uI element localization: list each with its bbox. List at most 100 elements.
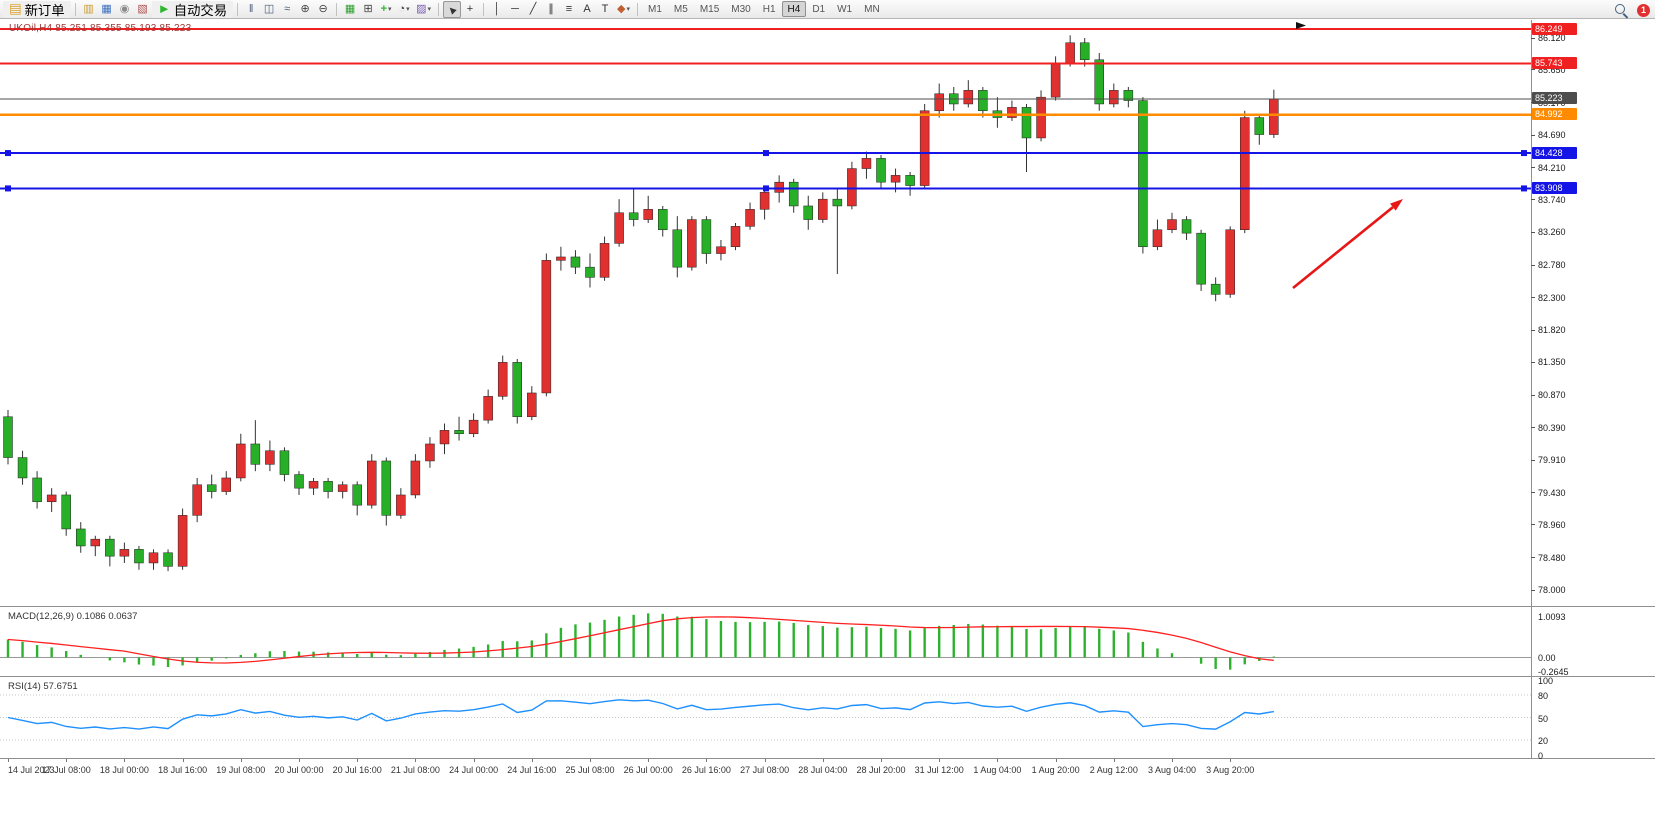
candle — [1269, 98, 1279, 135]
fibonacci-icon-glyph: ≡ — [565, 2, 573, 15]
vertical-line-icon[interactable]: │ — [488, 1, 506, 18]
candle — [716, 246, 726, 254]
candle — [1210, 283, 1221, 295]
candle — [628, 212, 639, 220]
timeframe-d1-button[interactable]: D1 — [806, 1, 831, 17]
grid-icon[interactable]: ▦ — [341, 1, 359, 18]
trendline-icon[interactable]: ╱ — [524, 1, 542, 18]
timeframe-m5-button[interactable]: M5 — [668, 1, 694, 17]
macd-panel[interactable] — [0, 607, 1532, 676]
support-line-2-handle[interactable] — [1521, 185, 1527, 192]
navigator-icon[interactable]: ▧ — [134, 1, 152, 18]
support-line-1-handle[interactable] — [5, 150, 11, 157]
price-tick: 82.780 — [1531, 260, 1566, 270]
auto-trading-button[interactable]: ► 自动交易 — [151, 0, 234, 18]
trend-arrow[interactable] — [1292, 206, 1394, 290]
crosshair-icon[interactable]: + — [461, 1, 479, 18]
zoom-out-icon[interactable]: ⊖ — [314, 1, 332, 18]
candle — [861, 158, 872, 169]
candle — [279, 450, 290, 475]
time-axis-label: 2 Aug 12:00 — [1089, 765, 1138, 775]
tick-dash — [1531, 492, 1535, 494]
price-tick: 81.820 — [1531, 325, 1566, 335]
candle — [556, 256, 566, 261]
time-axis-label: 3 Aug 20:00 — [1206, 765, 1255, 775]
support-line-2-handle[interactable] — [5, 185, 11, 192]
fibonacci-icon[interactable]: ≡ — [560, 1, 578, 18]
profiles-icon[interactable]: ▥ — [80, 1, 98, 18]
text-icon[interactable]: A — [578, 1, 596, 18]
price-axis[interactable]: 86.12085.65085.17084.69084.21083.74083.2… — [1531, 20, 1655, 761]
candle — [134, 549, 144, 564]
market-watch-icon[interactable]: ▦ — [98, 1, 116, 18]
cursor-icon[interactable]: ► — [443, 0, 462, 18]
time-axis[interactable]: 14 Jul 2023 17 Jul 08:00 18 Jul 00:00 18 Ju… — [0, 759, 1532, 781]
candle — [963, 90, 974, 105]
timeframe-mn-button[interactable]: MN — [858, 1, 886, 17]
timeframe-m15-button[interactable]: M15 — [694, 1, 725, 17]
candle — [541, 260, 552, 394]
candle — [192, 484, 202, 516]
timeframe-w1-button[interactable]: W1 — [831, 1, 858, 17]
indicators-icon[interactable]: + ▾ — [377, 1, 395, 18]
rsi-panel[interactable] — [0, 677, 1532, 758]
zoom-in-icon[interactable]: ⊕ — [296, 1, 314, 18]
text-label-icon[interactable]: T — [596, 1, 614, 18]
periods-icon[interactable]: ◔ ▾ — [395, 1, 413, 18]
price-tick: 82.300 — [1531, 293, 1566, 303]
candle — [17, 457, 28, 479]
candle — [1021, 107, 1032, 139]
resistance-line-2-price-tag: 85.743 — [1532, 57, 1577, 70]
timeframe-h1-button[interactable]: H1 — [757, 1, 782, 17]
candle — [803, 205, 813, 220]
new-order-button[interactable]: ▤ 新订单 — [3, 0, 71, 18]
time-axis-label: 3 Aug 04:00 — [1147, 765, 1197, 775]
panel-separator[interactable] — [0, 676, 1655, 677]
toolbar-separator — [637, 2, 638, 16]
candle — [425, 443, 435, 462]
macd-signal-line — [7, 616, 1274, 664]
timeframe-h4-button[interactable]: H4 — [781, 1, 807, 17]
candle — [323, 481, 333, 492]
panel-separator[interactable] — [0, 606, 1655, 607]
candle — [687, 219, 697, 268]
search-icon[interactable] — [1614, 3, 1628, 17]
tile-windows-icon[interactable]: ⊞ — [359, 1, 377, 18]
price-tick: 85.650 — [1531, 65, 1566, 75]
candle — [1254, 117, 1265, 135]
zoom-out-icon-glyph: ⊖ — [318, 2, 328, 15]
time-axis-label: 24 Jul 16:00 — [507, 765, 557, 775]
time-axis-label: 17 Jul 08:00 — [41, 765, 91, 775]
time-axis-label: 18 Jul 16:00 — [158, 765, 208, 775]
candle — [1079, 42, 1090, 61]
price-tick: 79.430 — [1531, 488, 1566, 498]
candle — [367, 460, 377, 506]
shapes-icon[interactable]: ◆ ▾ — [614, 1, 633, 18]
support-line-1-handle[interactable] — [1521, 150, 1527, 157]
horizontal-line-icon[interactable]: ─ — [506, 1, 524, 18]
candle — [818, 198, 828, 220]
time-tick — [764, 759, 766, 762]
templates-icon[interactable]: ▨ ▾ — [413, 1, 434, 18]
time-axis-label: 1 Aug 04:00 — [973, 765, 1022, 775]
toolbar-separator — [483, 2, 485, 16]
indicators-icon-glyph: + — [380, 2, 388, 15]
support-line-2-handle[interactable] — [763, 185, 769, 192]
channel-icon[interactable]: ∥ — [542, 1, 560, 18]
data-window-icon[interactable]: ◉ — [116, 1, 134, 18]
price-chart-panel[interactable] — [0, 20, 1532, 606]
line-chart-mode-icon[interactable]: ≈ — [278, 1, 296, 18]
timeframe-m30-button[interactable]: M30 — [725, 1, 756, 17]
candle — [1138, 100, 1148, 248]
periods-icon-glyph: ◔ — [398, 2, 406, 15]
candlestick-mode-icon[interactable]: ◫ — [260, 1, 278, 18]
notification-badge[interactable]: 1 — [1637, 3, 1650, 17]
price-tick: 78.480 — [1531, 553, 1566, 563]
support-line-1-handle[interactable] — [763, 150, 769, 157]
tile-windows-icon-glyph: ⊞ — [363, 2, 373, 15]
candle — [32, 477, 42, 503]
trend-arrow-head[interactable] — [1390, 199, 1403, 211]
timeframe-m1-button[interactable]: M1 — [642, 1, 668, 17]
bar-chart-mode-icon[interactable]: ‖ — [242, 1, 260, 18]
trendline-icon-glyph: ╱ — [529, 2, 537, 15]
